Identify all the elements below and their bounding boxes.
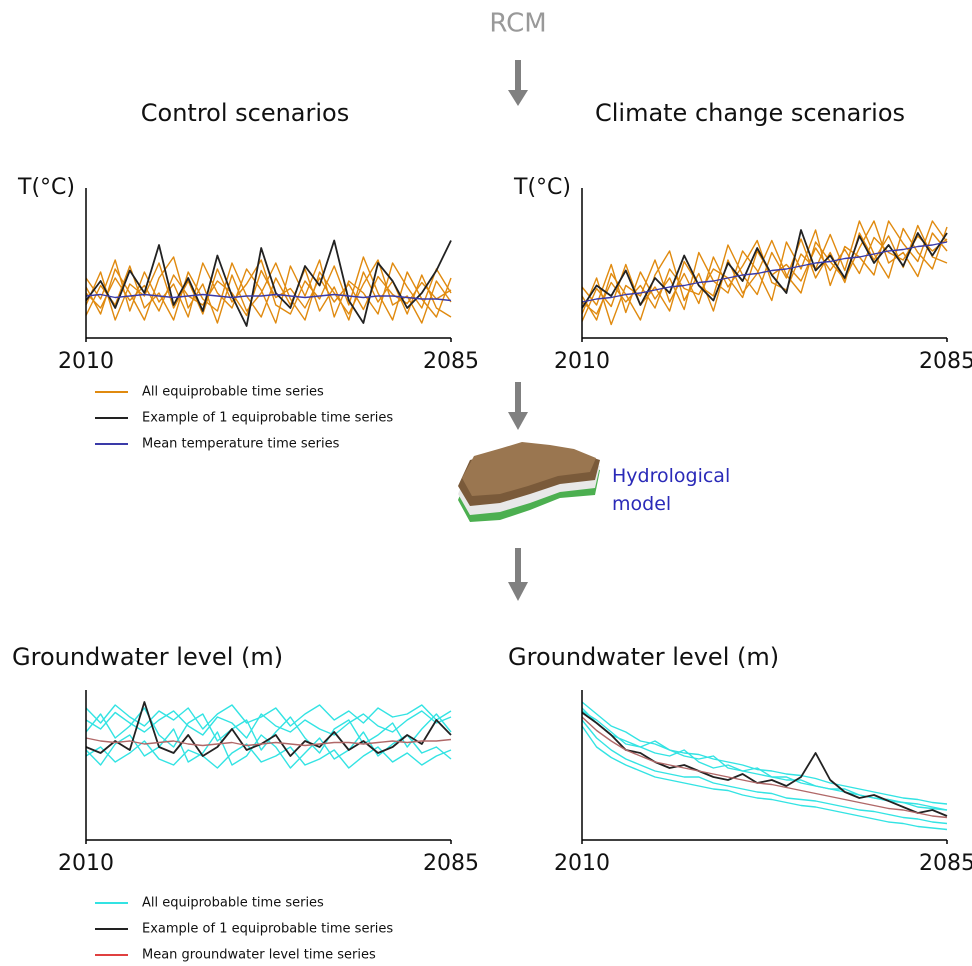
arrows [508,60,528,601]
series-line [581,220,948,314]
series-line [85,704,452,730]
arrow-shaft [515,60,521,92]
series-line [85,728,452,769]
series-line [85,262,452,321]
x-tick-label: 2010 [58,851,114,876]
series-line [581,241,948,303]
arrow-shaft [515,382,521,414]
legend-label: Mean temperature time series [142,437,340,452]
series-line [581,711,948,817]
legend-label: Mean groundwater level time series [142,948,376,963]
y-axis-label: Groundwater level (m) [508,643,779,671]
model-graphic [458,442,600,522]
y-axis-label: T(°C) [17,175,75,200]
series-line [581,220,948,321]
legend-label: Example of 1 equiprobable time series [142,922,393,937]
series-line [581,224,948,322]
series-line [85,293,452,302]
x-tick-label: 2085 [919,349,972,374]
series-line [581,725,948,831]
x-tick-label: 2010 [58,349,114,374]
series-line [85,701,452,757]
series-line [581,701,948,805]
x-tick-label: 2010 [554,851,610,876]
arrow-head [508,412,528,430]
legend-label: All equiprobable time series [142,896,324,911]
legend-label: All equiprobable time series [142,385,324,400]
series-line [85,256,452,324]
arrow-shaft [515,548,521,584]
legend-label: Example of 1 equiprobable time series [142,411,393,426]
x-tick-label: 2085 [423,349,479,374]
arrow-head [508,90,528,106]
model-label: Hydrological model [612,465,731,515]
series-line [85,256,452,321]
chart-title: Climate change scenarios [595,99,905,127]
source-title: RCM [489,9,546,39]
series-line [581,716,948,819]
series-line [85,239,452,327]
arrow-head [508,582,528,601]
y-axis-label: T(°C) [513,175,571,200]
chart-title: Control scenarios [141,99,350,127]
x-tick-label: 2010 [554,349,610,374]
series-line [85,737,452,747]
series-line [85,259,452,324]
x-tick-label: 2085 [919,851,972,876]
series-line [85,710,452,739]
series-line [581,719,948,825]
series-line [581,707,948,811]
y-axis-label: Groundwater level (m) [12,643,283,671]
x-tick-label: 2085 [423,851,479,876]
series-line [581,229,948,309]
